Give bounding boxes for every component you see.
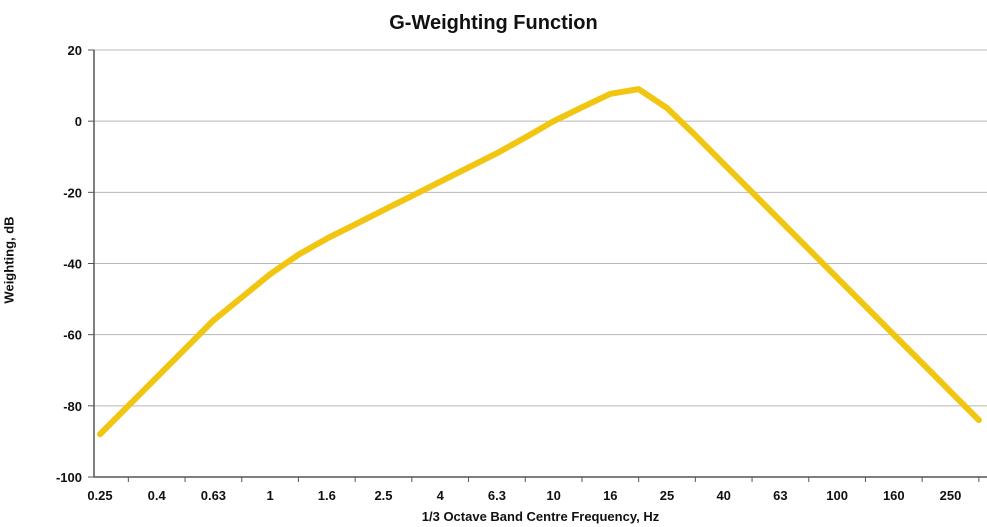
y-tick-label: 0 [75, 114, 82, 129]
x-tick-label: 4 [437, 488, 445, 503]
x-tick-label: 16 [603, 488, 617, 503]
y-tick-label: -100 [56, 470, 82, 485]
chart-title: G-Weighting Function [389, 12, 598, 34]
y-tick-label: 20 [68, 43, 82, 58]
x-tick-label: 25 [660, 488, 674, 503]
x-tick-label: 1.6 [318, 488, 336, 503]
x-tick-label: 63 [773, 488, 787, 503]
g-weighting-line [97, 86, 982, 438]
y-tick-label: -40 [63, 257, 82, 272]
x-tick-label: 10 [546, 488, 560, 503]
x-tick-label: 160 [883, 488, 905, 503]
x-tick-label: 2.5 [374, 488, 392, 503]
y-tick-label: -20 [63, 185, 82, 200]
x-tick-label: 40 [716, 488, 730, 503]
x-tick-label: 100 [826, 488, 848, 503]
x-tick-label: 0.4 [148, 488, 167, 503]
x-tick-label: 250 [940, 488, 962, 503]
x-tick-label: 1 [266, 488, 273, 503]
x-axis-title: 1/3 Octave Band Centre Frequency, Hz [421, 509, 660, 524]
y-tick-label: -80 [63, 399, 82, 414]
x-tick-label: 0.25 [87, 488, 112, 503]
x-tick-label: 0.63 [201, 488, 226, 503]
x-tick-label: 6.3 [488, 488, 506, 503]
y-tick-label: -60 [63, 328, 82, 343]
